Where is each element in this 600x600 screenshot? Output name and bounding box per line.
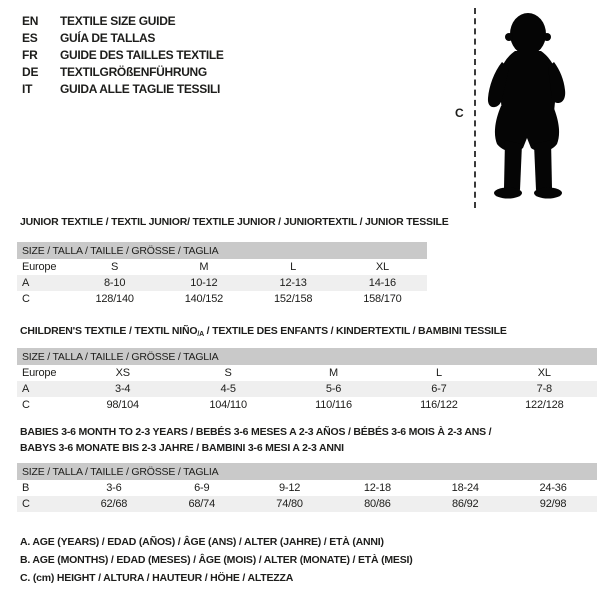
- value-cell: 8-10: [104, 277, 126, 289]
- size-cell: XS: [115, 367, 130, 379]
- value-cell: 152/158: [273, 293, 313, 305]
- row-label: C: [22, 399, 30, 411]
- value-cell: 9-12: [278, 482, 301, 494]
- value-cell: 104/110: [209, 399, 247, 411]
- footnote-c: C. (cm) HEIGHT / ALTURA / HAUTEUR / HÖHE…: [20, 572, 294, 584]
- size-cell: L: [290, 261, 297, 273]
- children-title-prefix: CHILDREN'S TEXTILE / TEXTIL NIÑO: [20, 325, 198, 337]
- size-cell: XL: [375, 261, 389, 273]
- row-label: C: [22, 293, 30, 305]
- value-cell: 98/104: [106, 399, 139, 411]
- value-cell: 62/68: [100, 498, 128, 510]
- size-header-bar: SIZE / TALLA / TAILLE / GRÖSSE / TAGLIA: [17, 242, 427, 259]
- row-label: Europe: [22, 261, 57, 273]
- value-cell: 122/128: [525, 399, 564, 411]
- language-title: TEXTILE SIZE GUIDE: [60, 13, 176, 28]
- value-cell: 128/140: [95, 293, 134, 305]
- language-row-es: ES GUÍA DE TALLAS: [22, 29, 224, 46]
- size-cell: L: [435, 367, 442, 379]
- table-row-height: C 62/68 68/74 74/80 80/86 86/92 92/98: [17, 496, 597, 512]
- table-row-age: A 8-10 10-12 12-13 14-16: [17, 275, 427, 291]
- language-row-it: IT GUIDA ALLE TAGLIE TESSILI: [22, 80, 224, 97]
- language-title: GUIDA ALLE TAGLIE TESSILI: [60, 81, 221, 96]
- size-cell: M: [199, 261, 209, 273]
- height-label-c: C: [455, 106, 464, 120]
- language-code: IT: [22, 81, 33, 96]
- babies-table-title: BABIES 3-6 MONTH TO 2-3 YEARS / BEBÉS 3-…: [20, 424, 492, 456]
- table-row-europe: Europe XS S M L XL: [17, 365, 597, 381]
- row-label: A: [22, 277, 30, 289]
- value-cell: 24-36: [539, 482, 567, 494]
- language-row-en: EN TEXTILE SIZE GUIDE: [22, 12, 224, 29]
- value-cell: 12-13: [279, 277, 307, 289]
- table-row-age: A 3-4 4-5 5-6 6-7 7-8: [17, 381, 597, 397]
- value-cell: 6-7: [431, 383, 447, 395]
- value-cell: 6-9: [194, 482, 210, 494]
- value-cell: 68/74: [188, 498, 215, 510]
- value-cell: 10-12: [190, 277, 218, 289]
- value-cell: 12-18: [363, 482, 391, 494]
- language-code: ES: [22, 30, 38, 45]
- value-cell: 3-6: [106, 482, 122, 494]
- size-header-bar: SIZE / TALLA / TAILLE / GRÖSSE / TAGLIA: [17, 348, 597, 365]
- value-cell: 158/170: [363, 293, 402, 305]
- children-table-title: CHILDREN'S TEXTILE / TEXTIL NIÑO/A / TEX…: [20, 323, 507, 343]
- language-title: TEXTILGRÖßENFÜHRUNG: [60, 64, 207, 79]
- value-cell: 3-4: [115, 383, 131, 395]
- language-code: DE: [22, 64, 39, 79]
- language-row-fr: FR GUIDE DES TAILLES TEXTILE: [22, 46, 224, 63]
- babies-size-table: SIZE / TALLA / TAILLE / GRÖSSE / TAGLIA …: [17, 463, 597, 512]
- footnote-a: A. AGE (YEARS) / EDAD (AÑOS) / ÂGE (ANS)…: [20, 536, 384, 548]
- junior-table-title: JUNIOR TEXTILE / TEXTIL JUNIOR/ TEXTILE …: [20, 216, 449, 228]
- value-cell: 14-16: [368, 277, 396, 289]
- language-title-block: EN TEXTILE SIZE GUIDE ES GUÍA DE TALLAS …: [22, 12, 224, 97]
- footnote-b: B. AGE (MONTHS) / EDAD (MESES) / ÂGE (MO…: [20, 554, 413, 566]
- value-cell: 4-5: [220, 383, 236, 395]
- baby-silhouette: [487, 13, 566, 199]
- junior-size-table: SIZE / TALLA / TAILLE / GRÖSSE / TAGLIA …: [17, 242, 427, 307]
- babies-title-line2: BABYS 3-6 MONATE BIS 2-3 JAHRE / BAMBINI…: [20, 442, 344, 454]
- row-label: B: [22, 482, 30, 494]
- value-cell: 116/122: [420, 399, 458, 411]
- language-title: GUÍA DE TALLAS: [60, 30, 156, 45]
- value-cell: 86/92: [451, 498, 479, 510]
- row-label: Europe: [22, 367, 57, 379]
- size-cell: S: [224, 367, 232, 379]
- size-cell: XL: [537, 367, 551, 379]
- table-row-age-months: B 3-6 6-9 9-12 12-18 18-24 24-36: [17, 480, 597, 496]
- size-cell: S: [111, 261, 119, 273]
- value-cell: 110/116: [315, 399, 352, 411]
- table-row-height: C 128/140 140/152 152/158 158/170: [17, 291, 427, 307]
- children-title-subscript: /A: [197, 331, 204, 338]
- language-row-de: DE TEXTILGRÖßENFÜHRUNG: [22, 63, 224, 80]
- table-row-europe: Europe S M L XL: [17, 259, 427, 275]
- children-title-suffix: / TEXTILE DES ENFANTS / KINDERTEXTIL / B…: [203, 325, 507, 337]
- row-label: C: [22, 498, 30, 510]
- value-cell: 7-8: [536, 383, 553, 395]
- size-cell: M: [329, 367, 338, 379]
- language-code: FR: [22, 47, 38, 62]
- language-title: GUIDE DES TAILLES TEXTILE: [60, 47, 224, 62]
- table-row-height: C 98/104 104/110 110/116 116/122 122/128: [17, 397, 597, 413]
- babies-title-line1: BABIES 3-6 MONTH TO 2-3 YEARS / BEBÉS 3-…: [20, 426, 492, 438]
- language-code: EN: [22, 13, 39, 28]
- value-cell: 5-6: [325, 383, 342, 395]
- value-cell: 74/80: [276, 498, 303, 510]
- footnote-block: A. AGE (YEARS) / EDAD (AÑOS) / ÂGE (ANS)…: [20, 533, 413, 587]
- value-cell: 140/152: [184, 293, 224, 305]
- value-cell: 80/86: [364, 498, 391, 510]
- row-label: A: [22, 383, 30, 395]
- height-dashed-line: [474, 8, 476, 208]
- value-cell: 92/98: [539, 498, 567, 510]
- size-header-bar: SIZE / TALLA / TAILLE / GRÖSSE / TAGLIA: [17, 463, 597, 480]
- value-cell: 18-24: [451, 482, 479, 494]
- children-size-table: SIZE / TALLA / TAILLE / GRÖSSE / TAGLIA …: [17, 348, 597, 413]
